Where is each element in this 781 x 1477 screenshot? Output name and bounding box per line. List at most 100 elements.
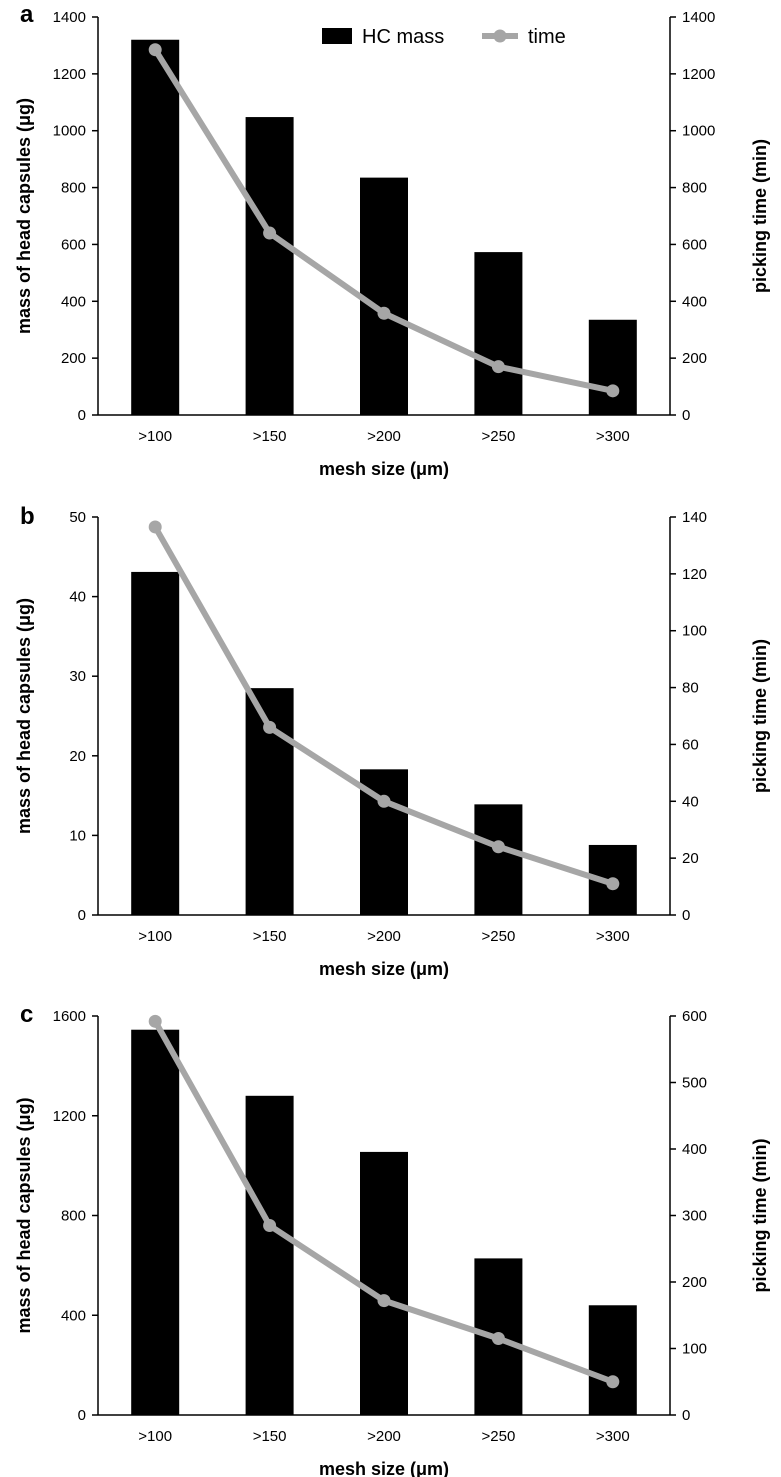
bar-3	[474, 804, 523, 915]
y2-tick-label: 100	[682, 623, 707, 640]
y-tick-label: 800	[61, 180, 86, 197]
y-tick-label: 50	[69, 509, 86, 526]
y2-tick-label: 400	[682, 293, 707, 310]
x-tick-label: >150	[253, 928, 287, 945]
time-point-3	[491, 840, 505, 854]
x-tick-label: >100	[138, 928, 172, 945]
y-tick-label: 0	[78, 1407, 86, 1424]
legend-bar-swatch	[322, 28, 352, 44]
time-point-0	[148, 520, 162, 534]
panel-letter: a	[20, 1, 34, 28]
y2-tick-label: 1400	[682, 9, 715, 26]
panel-letter: c	[20, 1001, 33, 1028]
y2-tick-label: 200	[682, 350, 707, 367]
x-tick-label: >200	[367, 1428, 401, 1445]
y-tick-label: 1600	[53, 1008, 86, 1025]
time-point-1	[263, 720, 277, 734]
y-axis-title: mass of head capsules (μg)	[14, 98, 34, 334]
y2-tick-label: 1200	[682, 66, 715, 83]
y-axis-title: mass of head capsules (μg)	[14, 598, 34, 834]
y2-tick-label: 60	[682, 736, 699, 753]
bar-0	[131, 1029, 180, 1415]
y2-tick-label: 500	[682, 1075, 707, 1092]
x-axis-title: mesh size (μm)	[319, 1459, 449, 1477]
bar-0	[131, 39, 180, 415]
y2-tick-label: 600	[682, 236, 707, 253]
time-point-2	[377, 1294, 391, 1308]
time-point-2	[377, 794, 391, 808]
y2-tick-label: 40	[682, 793, 699, 810]
legend-line-label: time	[528, 26, 566, 48]
bar-1	[245, 1095, 294, 1415]
y2-tick-label: 80	[682, 680, 699, 697]
chart-panel-a: a 0 200 400 600 800 1000 1200 1400 0 200 400 600 800 1…	[14, 1, 770, 479]
y2-tick-label: 600	[682, 1008, 707, 1025]
y-tick-label: 20	[69, 748, 86, 765]
y-tick-label: 10	[69, 827, 86, 844]
x-tick-label: >100	[138, 428, 172, 445]
x-tick-label: >100	[138, 1428, 172, 1445]
x-tick-label: >150	[253, 428, 287, 445]
y-tick-label: 200	[61, 350, 86, 367]
y-tick-label: 600	[61, 236, 86, 253]
y2-tick-label: 200	[682, 1274, 707, 1291]
y2-tick-label: 0	[682, 1407, 690, 1424]
y2-axis-title: picking time (min)	[750, 1138, 770, 1292]
bar-4	[588, 319, 637, 415]
x-tick-label: >300	[596, 928, 630, 945]
x-tick-label: >250	[482, 1428, 516, 1445]
x-tick-label: >250	[482, 428, 516, 445]
time-point-0	[148, 43, 162, 57]
y2-tick-label: 120	[682, 566, 707, 583]
y2-tick-label: 20	[682, 850, 699, 867]
bar-4	[588, 1305, 637, 1415]
bar-0	[131, 571, 180, 915]
y2-tick-label: 100	[682, 1341, 707, 1358]
y2-tick-label: 1000	[682, 123, 715, 140]
legend-bar-label: HC mass	[362, 26, 444, 48]
y-tick-label: 1000	[53, 123, 86, 140]
x-tick-label: >200	[367, 928, 401, 945]
y-tick-label: 40	[69, 589, 86, 606]
time-point-1	[263, 1218, 277, 1232]
legend: HC mass time	[322, 26, 566, 48]
x-tick-label: >300	[596, 428, 630, 445]
time-point-4	[606, 877, 620, 891]
y2-tick-label: 400	[682, 1141, 707, 1158]
y2-axis-title: picking time (min)	[750, 139, 770, 293]
x-tick-label: >300	[596, 1428, 630, 1445]
bar-2	[360, 1151, 408, 1415]
y-tick-label: 800	[61, 1208, 86, 1225]
x-axis-title: mesh size (μm)	[319, 459, 449, 479]
charts-container: a020040060080010001200140002004006008001…	[14, 1, 770, 1477]
y2-tick-label: 800	[682, 180, 707, 197]
y-tick-label: 400	[61, 1307, 86, 1324]
y-tick-label: 0	[78, 907, 86, 924]
time-point-1	[263, 226, 277, 240]
bar-1	[245, 117, 294, 415]
panel-letter: b	[20, 503, 35, 530]
x-tick-label: >150	[253, 1428, 287, 1445]
time-point-4	[606, 384, 620, 398]
y2-tick-label: 0	[682, 407, 690, 424]
time-point-0	[148, 1014, 162, 1028]
bar-3	[474, 252, 523, 415]
time-point-3	[491, 360, 505, 374]
legend-line-marker	[493, 29, 507, 43]
y2-axis-title: picking time (min)	[750, 639, 770, 793]
time-point-3	[491, 1332, 505, 1346]
time-point-4	[606, 1375, 620, 1389]
y-tick-label: 1200	[53, 66, 86, 83]
y-axis-title: mass of head capsules (μg)	[14, 1097, 34, 1333]
x-tick-label: >200	[367, 428, 401, 445]
y2-tick-label: 140	[682, 509, 707, 526]
x-axis-title: mesh size (μm)	[319, 959, 449, 979]
y-tick-label: 400	[61, 293, 86, 310]
time-point-2	[377, 306, 391, 320]
chart-panel-b: b 0 10 20 30 40 50 0 20 40 60 80 100 120 140 >100 >150 >2…	[14, 503, 770, 979]
y2-tick-label: 300	[682, 1208, 707, 1225]
y2-tick-label: 0	[682, 907, 690, 924]
y-tick-label: 30	[69, 668, 86, 685]
y-tick-label: 1400	[53, 9, 86, 26]
